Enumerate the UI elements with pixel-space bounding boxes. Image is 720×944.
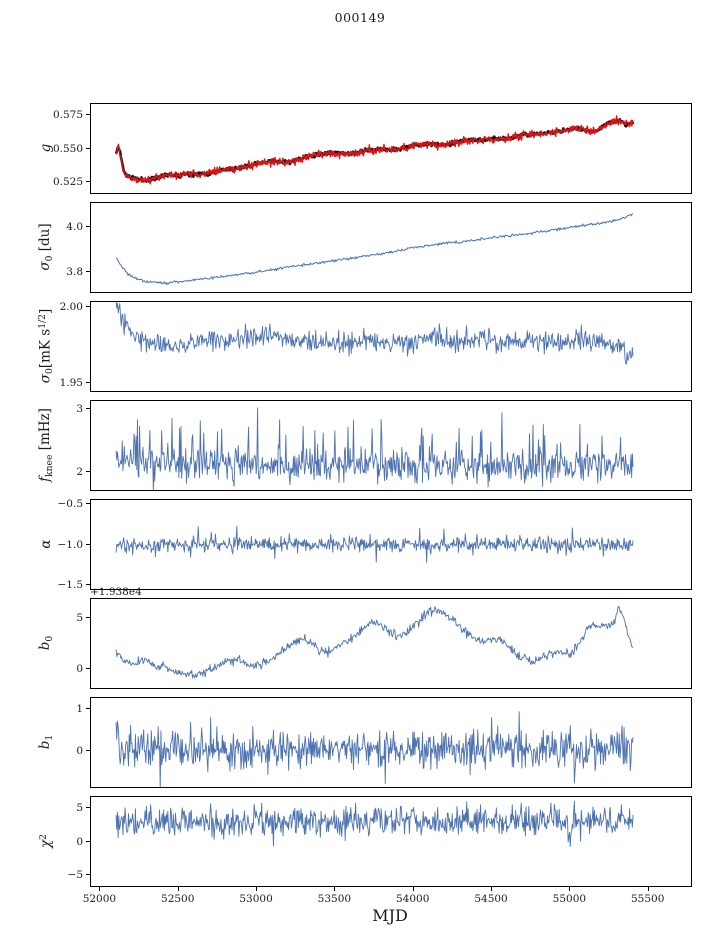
- y-tick-label: 0.575: [52, 108, 83, 121]
- y-axis-label-segment: [mK s: [37, 328, 54, 368]
- y-tick-label: 3: [76, 402, 83, 415]
- y-tick-mark: [86, 616, 90, 618]
- y-tick-mark: [86, 407, 90, 409]
- y-tick-mark: [86, 668, 90, 670]
- plot-canvas-b1: [91, 698, 691, 787]
- y-tick-mark: [86, 707, 90, 709]
- y-tick-mark: [86, 583, 90, 585]
- y-tick-label: 0: [76, 744, 83, 757]
- x-tick-label: 52500: [161, 893, 195, 905]
- y-tick-label: −0.5: [57, 498, 84, 511]
- x-tick-label: 53500: [317, 893, 352, 905]
- plot-panel-b0: [90, 598, 692, 689]
- y-tick-label: 0.550: [52, 142, 83, 155]
- y-tick-label: −5: [67, 869, 83, 882]
- plot-panel-sigma0-du: [90, 202, 692, 293]
- y-tick-label: 3.8: [66, 265, 83, 278]
- y-axis-label-sigma0-mks: σ0[mK s1/2]: [37, 308, 55, 382]
- x-tick-mark: [647, 887, 649, 891]
- y-tick-mark: [86, 543, 90, 545]
- y-tick-label: 2: [76, 466, 83, 479]
- y-axis-label-b0: b0: [37, 635, 55, 650]
- y-tick-label: 5: [76, 611, 83, 624]
- plot-panel-sigma0-mks: [90, 301, 692, 392]
- y-tick-mark: [86, 181, 90, 183]
- y-tick-mark: [86, 471, 90, 473]
- plot-canvas-alpha: [91, 500, 691, 589]
- x-tick-label: 55500: [630, 893, 665, 905]
- x-tick-label: 54500: [474, 893, 508, 905]
- plot-canvas-g: [91, 104, 691, 193]
- y-tick-mark: [86, 806, 90, 808]
- y-tick-mark: [86, 749, 90, 751]
- plot-canvas-sigma0-du: [91, 203, 691, 292]
- x-tick-label: 52000: [82, 893, 117, 905]
- x-tick-mark: [334, 887, 336, 891]
- axis-offset-text: +1.938e4: [90, 586, 142, 598]
- y-tick-mark: [86, 305, 90, 307]
- plot-panel-fknee: [90, 400, 692, 491]
- y-tick-mark: [86, 874, 90, 876]
- y-axis-label-segment: 1: [43, 734, 55, 741]
- plot-canvas-fknee: [91, 401, 691, 490]
- y-tick-mark: [86, 147, 90, 149]
- y-axis-label-segment: 0: [43, 255, 55, 261]
- y-axis-label-segment: 0: [43, 367, 55, 374]
- y-tick-mark: [86, 226, 90, 228]
- y-axis-label-segment: b: [37, 641, 54, 650]
- plot-canvas-sigma0-mks: [91, 302, 691, 391]
- x-tick-mark: [99, 887, 101, 891]
- x-axis-title: MJD: [372, 906, 408, 925]
- x-tick-mark: [177, 887, 179, 891]
- figure-title: 000149: [334, 10, 386, 25]
- y-tick-mark: [86, 113, 90, 115]
- y-tick-label: 0.525: [52, 176, 83, 189]
- plot-panel-b1: [90, 697, 692, 788]
- x-tick-mark: [256, 887, 258, 891]
- plot-panel-alpha: [90, 499, 692, 590]
- y-axis-label-segment: 0: [43, 635, 55, 642]
- y-tick-label: 1: [76, 702, 83, 715]
- y-tick-mark: [86, 270, 90, 272]
- x-tick-mark: [491, 887, 493, 891]
- plot-canvas-chi2: [91, 797, 691, 886]
- plot-panel-g: [90, 103, 692, 194]
- y-tick-mark: [86, 840, 90, 842]
- y-tick-label: −1.0: [57, 538, 84, 551]
- y-tick-label: 5: [76, 801, 83, 814]
- x-tick-mark: [412, 887, 414, 891]
- y-tick-label: 0: [76, 835, 83, 848]
- x-tick-label: 54000: [396, 893, 430, 905]
- x-tick-label: 55000: [552, 893, 587, 905]
- y-tick-label: −1.5: [57, 578, 84, 591]
- y-tick-label: 2.00: [59, 300, 83, 313]
- y-tick-mark: [86, 503, 90, 505]
- y-tick-label: 4.0: [66, 221, 83, 234]
- y-axis-label-segment: 1/2: [37, 313, 49, 329]
- y-tick-mark: [86, 382, 90, 384]
- x-tick-label: 53000: [239, 893, 273, 905]
- plot-canvas-b0: [91, 599, 691, 688]
- y-tick-label: 0: [76, 663, 83, 676]
- plot-panel-chi2: [90, 796, 692, 887]
- y-tick-label: 1.95: [59, 377, 83, 390]
- x-tick-mark: [569, 887, 571, 891]
